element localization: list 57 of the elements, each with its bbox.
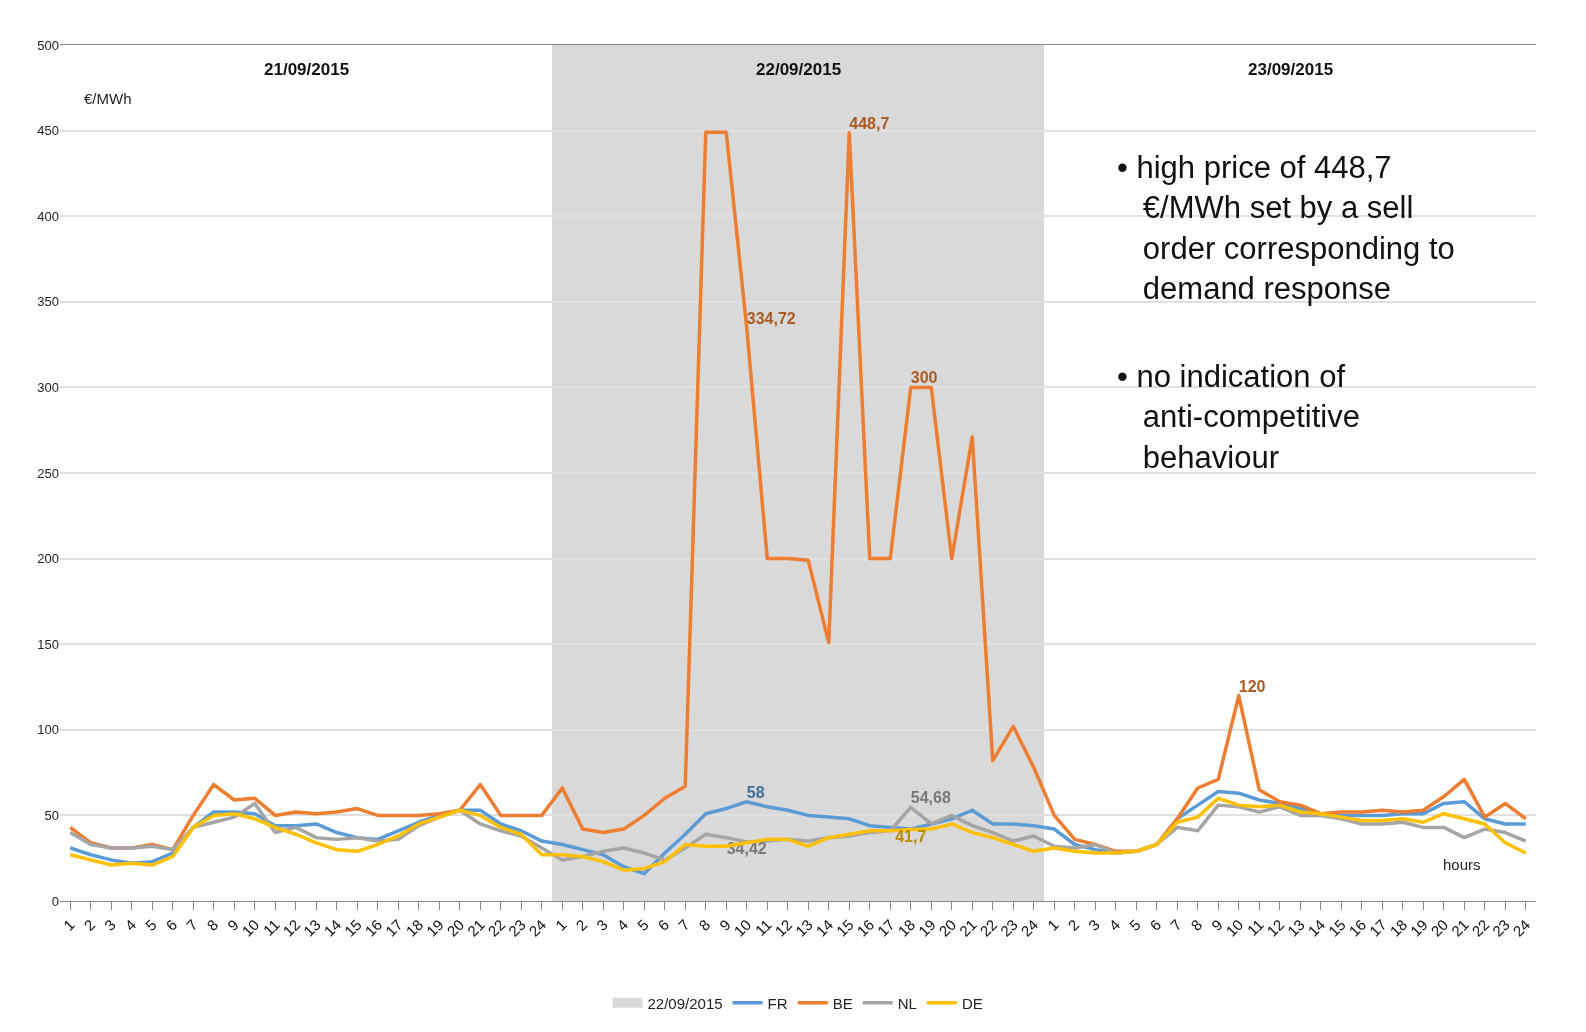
x-tick-label: 7 — [674, 915, 693, 934]
y-tick-label: 450 — [37, 123, 59, 139]
data-label: 54,68 — [910, 789, 951, 807]
x-tick-label: 7 — [1166, 915, 1185, 934]
x-tick-label: 3 — [592, 915, 611, 934]
legend-label: BE — [832, 994, 853, 1012]
data-label: 448,7 — [849, 114, 890, 132]
x-tick-label: 3 — [100, 915, 119, 934]
y-tick-label: 350 — [37, 294, 59, 310]
legend-label: FR — [767, 994, 788, 1012]
legend-label: 22/09/2015 — [647, 994, 723, 1012]
y-tick-label: 50 — [44, 807, 59, 823]
x-tick-label: 6 — [654, 915, 673, 934]
y-tick-label: 200 — [37, 551, 59, 567]
y-axis-title: €/MWh — [84, 90, 132, 107]
x-tick-label: 6 — [162, 915, 181, 934]
x-tick-label: 4 — [121, 915, 140, 934]
x-tick-label: 5 — [633, 915, 652, 934]
annotation: • no indication of anti-competitive behaviour — [1117, 359, 1360, 475]
data-label: 334,72 — [746, 309, 796, 327]
legend-label: NL — [897, 994, 917, 1012]
x-tick-label: 24 — [1509, 915, 1534, 940]
y-tick-label: 300 — [37, 379, 59, 395]
x-tick-label: 24 — [1017, 915, 1042, 940]
y-tick-label: 0 — [51, 893, 59, 909]
y-tick-label: 500 — [37, 37, 59, 53]
x-tick-label: 4 — [613, 915, 632, 934]
x-tick-label: 7 — [182, 915, 201, 934]
x2-tick-label: 22/09/2015 — [756, 60, 842, 79]
x-tick-label: 1 — [59, 915, 78, 934]
x-tick-label: 1 — [551, 915, 570, 934]
x-tick-label: 4 — [1105, 915, 1124, 934]
x-tick-label: 5 — [141, 915, 160, 934]
x2-tick-label: 23/09/2015 — [1248, 60, 1334, 79]
x-tick-label: 6 — [1146, 915, 1165, 934]
y-tick-label: 150 — [37, 636, 59, 652]
y-tick-label: 250 — [37, 465, 59, 481]
x-tick-label: 2 — [1064, 915, 1083, 934]
y-tick-label: 100 — [37, 722, 59, 738]
x-tick-label: 8 — [1187, 915, 1206, 934]
x-tick-label: 2 — [572, 915, 591, 934]
x-axis-title: hours — [1443, 856, 1481, 873]
y-tick-label: 400 — [37, 208, 59, 224]
data-label: 41,7 — [895, 827, 927, 845]
x2-tick-label: 21/09/2015 — [264, 60, 350, 79]
annotation: • high price of 448,7 €/MWh set by a sell order corresponding to demand response — [1117, 150, 1455, 306]
data-label: 120 — [1238, 677, 1266, 695]
data-label: 300 — [910, 369, 938, 387]
x-tick-label: 8 — [203, 915, 222, 934]
x-tick-label: 24 — [525, 915, 550, 940]
x-tick-label: 5 — [1125, 915, 1144, 934]
data-label: 58 — [746, 783, 765, 801]
legend-label: DE — [961, 994, 983, 1012]
x-tick-label: 2 — [80, 915, 99, 934]
x-tick-label: 8 — [695, 915, 714, 934]
x-tick-label: 3 — [1084, 915, 1103, 934]
x-tick-label: 1 — [1043, 915, 1062, 934]
